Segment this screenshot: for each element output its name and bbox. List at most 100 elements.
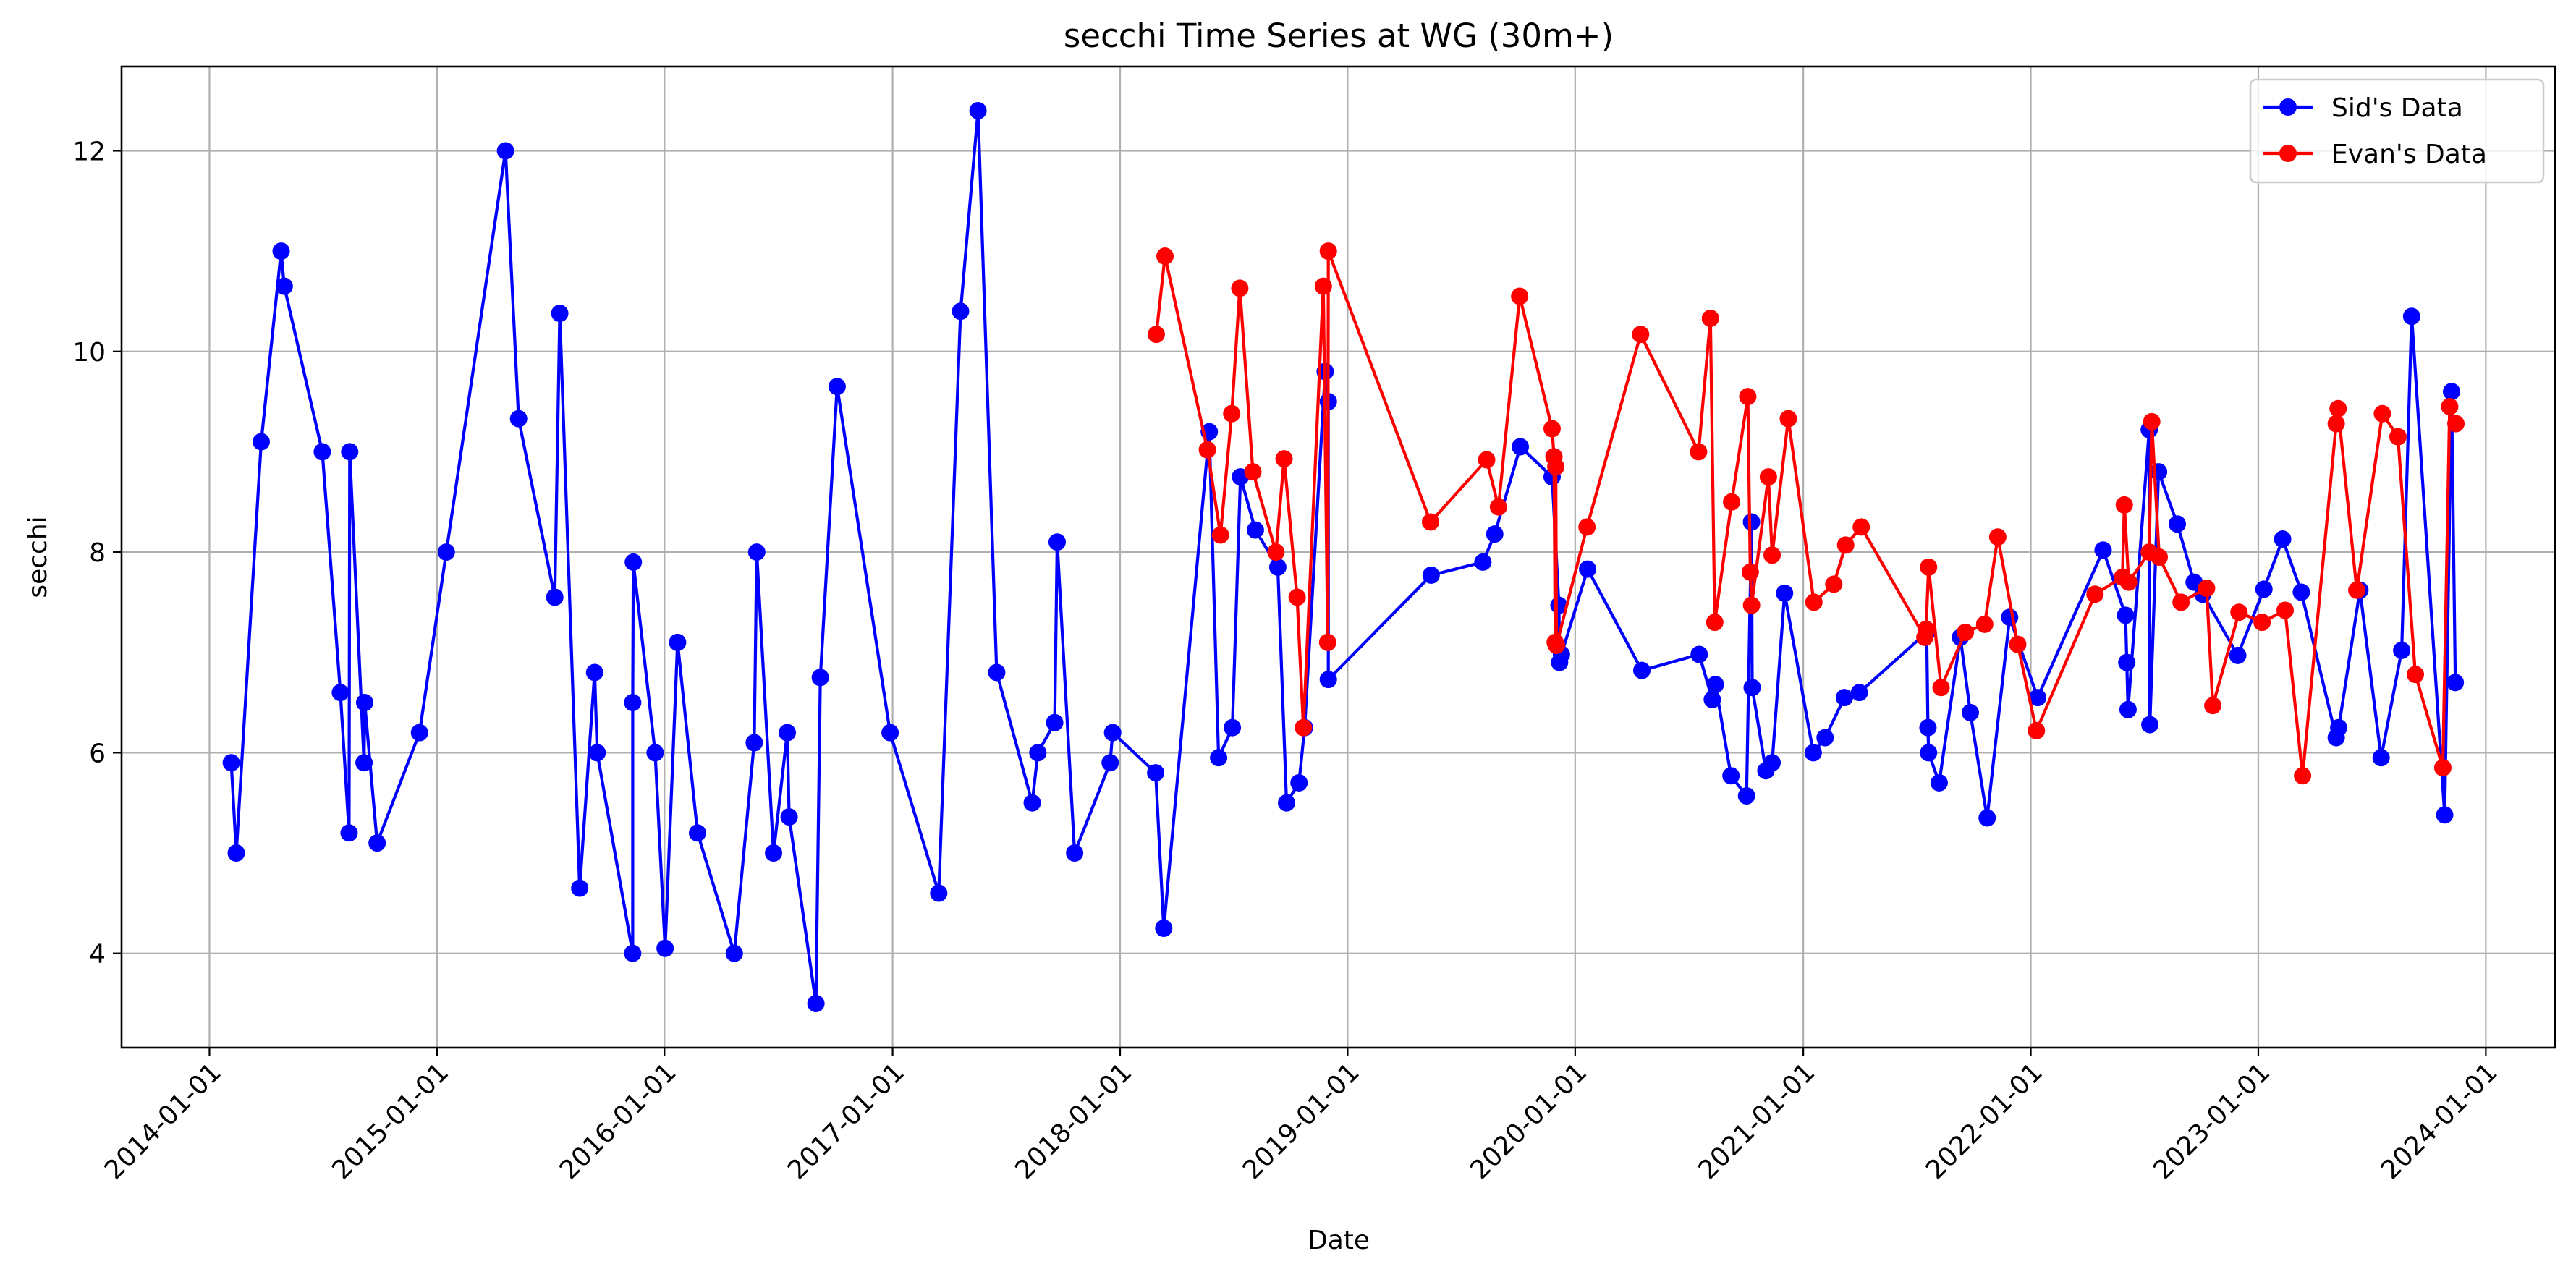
data-point [551,305,569,323]
data-point [1920,558,1938,576]
data-point [747,543,766,561]
data-point [1268,558,1287,576]
data-point [2393,641,2411,659]
data-point [1804,744,1822,762]
data-point [2433,759,2452,777]
data-point [1578,518,1596,536]
data-point [252,433,270,451]
data-point [355,754,373,772]
data-point [2119,700,2137,718]
chart-title: secchi Time Series at WG (30m+) [1064,17,1614,55]
data-point [1421,513,1439,531]
data-point [1919,718,1937,737]
data-point [2029,689,2047,707]
data-point [2150,548,2168,566]
y-tick-label: 12 [72,137,106,166]
data-point [1318,633,1336,651]
data-point [725,944,743,962]
data-point [1198,441,1216,459]
data-point [2198,579,2216,597]
data-point [313,443,331,461]
data-point [1422,566,1440,584]
data-point [2436,806,2454,824]
data-point [1547,458,1565,476]
plot-area-frame [120,65,2556,1049]
data-point [272,242,290,260]
data-point [2204,697,2222,715]
data-point [1547,637,1565,655]
data-point [2119,573,2138,591]
data-point [2117,606,2135,624]
data-point [646,744,664,762]
data-point [988,663,1006,682]
data-point [1988,528,2007,546]
x-axis-label: Date [1308,1226,1370,1255]
data-point [1295,718,1313,737]
data-point [1147,326,1165,344]
data-point [1805,593,1823,611]
data-point [2118,653,2136,671]
data-point [1223,404,1241,423]
data-point [341,443,359,461]
data-point [1759,468,1777,486]
data-point [1290,773,1308,792]
data-point [807,994,825,1012]
data-point [1246,521,1264,539]
data-point [2407,666,2425,684]
data-point [410,724,428,742]
series-1 [1147,242,2465,785]
data-point [1779,410,1797,428]
legend-box [2249,78,2545,184]
data-point [585,663,603,682]
data-point [1690,443,1708,461]
data-point [1244,463,1262,481]
data-point [1961,703,1979,721]
data-point [1706,676,1724,694]
data-point [2150,463,2168,481]
data-point [1763,754,1781,772]
data-point [2172,593,2190,611]
data-point [1512,438,1530,456]
data-point [2086,585,2104,603]
data-point [1486,525,1504,543]
data-point [1046,713,1064,731]
data-point [656,939,674,957]
data-point [2389,428,2407,446]
data-point [1776,584,1794,602]
data-point [1723,493,1741,511]
data-point [1930,773,1948,792]
data-point [1742,596,1761,614]
data-point [1743,679,1761,697]
data-point [1917,620,1935,638]
data-point [1147,764,1165,782]
data-point [765,844,783,862]
data-point [1835,689,1853,707]
data-point [969,102,987,120]
data-point [624,694,642,712]
data-point [1763,546,1781,564]
data-point [1579,560,1597,578]
data-point [1722,767,1740,785]
data-point [1701,310,1719,328]
data-point [745,734,763,752]
legend: Sid's Data Evan's Data [2249,78,2545,184]
data-point [1932,679,1950,697]
data-point [1267,543,1285,561]
data-point [2330,718,2348,737]
data-point [1103,724,1122,742]
data-point [1739,388,1757,406]
data-point [2230,603,2248,621]
data-point [2115,496,2133,514]
legend-marker [2279,145,2297,162]
data-point [1224,718,1242,737]
data-point [2001,608,2019,627]
data-point [546,588,564,606]
data-point [2274,530,2292,548]
data-point [2292,583,2310,601]
data-point [1319,671,1337,689]
data-point [1478,451,1496,469]
data-point [2446,674,2465,692]
y-tick-label: 10 [72,338,106,368]
data-point [2229,646,2247,664]
